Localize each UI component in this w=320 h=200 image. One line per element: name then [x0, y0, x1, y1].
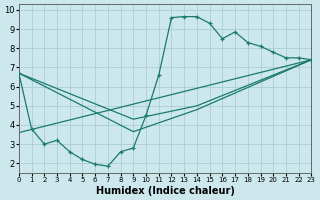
X-axis label: Humidex (Indice chaleur): Humidex (Indice chaleur) [96, 186, 235, 196]
